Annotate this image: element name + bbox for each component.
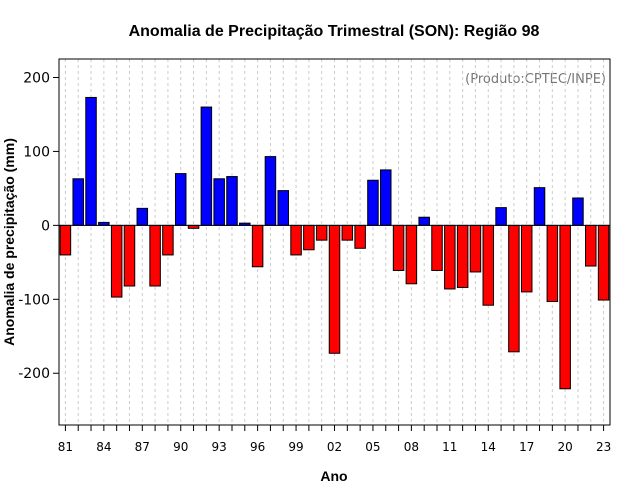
- x-tick-label: 17: [519, 440, 534, 454]
- bar: [341, 224, 354, 241]
- x-tick-label: 87: [135, 440, 150, 454]
- bar: [226, 176, 238, 226]
- chart-title: Anomalia de Precipitação Trimestral (SON…: [129, 23, 540, 40]
- bar: [85, 96, 97, 226]
- bar: [585, 224, 597, 267]
- bar: [469, 224, 482, 273]
- x-tick-label: 20: [558, 440, 573, 454]
- bar: [110, 224, 123, 298]
- chart-credit: (Produto:CPTEC/INPE): [465, 72, 606, 87]
- x-tick-label: 93: [212, 440, 227, 454]
- bar: [418, 216, 430, 226]
- bar: [546, 224, 559, 303]
- bar: [290, 224, 302, 256]
- bars: [59, 96, 610, 390]
- bar: [367, 179, 379, 226]
- bar: [277, 190, 289, 226]
- bar: [315, 224, 328, 241]
- bar: [264, 156, 277, 226]
- x-tick-label: 02: [327, 440, 342, 454]
- y-tick-label: 100: [23, 144, 50, 160]
- x-tick-label: 23: [596, 440, 611, 454]
- x-tick-label: 08: [404, 440, 419, 454]
- y-tick-label: 200: [23, 70, 50, 86]
- bar: [444, 224, 456, 290]
- bar: [328, 224, 341, 354]
- x-axis-label: Ano: [320, 468, 347, 484]
- x-tick-label: 90: [173, 440, 188, 454]
- x-tick-label: 05: [365, 440, 380, 454]
- bar: [303, 224, 315, 251]
- bar: [72, 178, 84, 226]
- x-tick-label: 81: [58, 440, 73, 454]
- bar: [520, 224, 533, 293]
- bar: [59, 224, 72, 256]
- bar: [533, 187, 546, 226]
- x-tick-label: 96: [250, 440, 265, 454]
- bar: [495, 207, 507, 226]
- bar: [200, 106, 213, 226]
- bar: [123, 224, 136, 287]
- bar: [162, 224, 174, 256]
- bar: [559, 224, 571, 390]
- bar: [456, 224, 469, 288]
- y-tick-label: -200: [18, 366, 50, 382]
- bar: [597, 224, 610, 301]
- y-tick-label: -100: [18, 292, 50, 308]
- y-tick-label: 0: [41, 218, 50, 234]
- x-tick-label: 11: [442, 440, 457, 454]
- bar: [251, 224, 264, 268]
- bar: [392, 224, 405, 271]
- bar: [174, 173, 187, 226]
- x-tick-label: 14: [481, 440, 496, 454]
- bar: [405, 224, 418, 285]
- y-axis-label: Anomalia de precipitação (mm): [1, 138, 17, 346]
- bar: [136, 207, 149, 226]
- x-tick-label: 99: [288, 440, 303, 454]
- bar: [482, 224, 495, 306]
- x-tick-label: 84: [96, 440, 111, 454]
- axes: -200 -100 0 100 200 81 84 87 90 93 96 99 02 05 08 11 14 1…: [18, 58, 611, 454]
- bar: [213, 178, 225, 226]
- bar: [508, 224, 520, 353]
- bar: [149, 224, 161, 287]
- bar: [572, 197, 584, 226]
- bar: [380, 169, 392, 226]
- bar: [354, 224, 366, 249]
- bar: [431, 224, 443, 271]
